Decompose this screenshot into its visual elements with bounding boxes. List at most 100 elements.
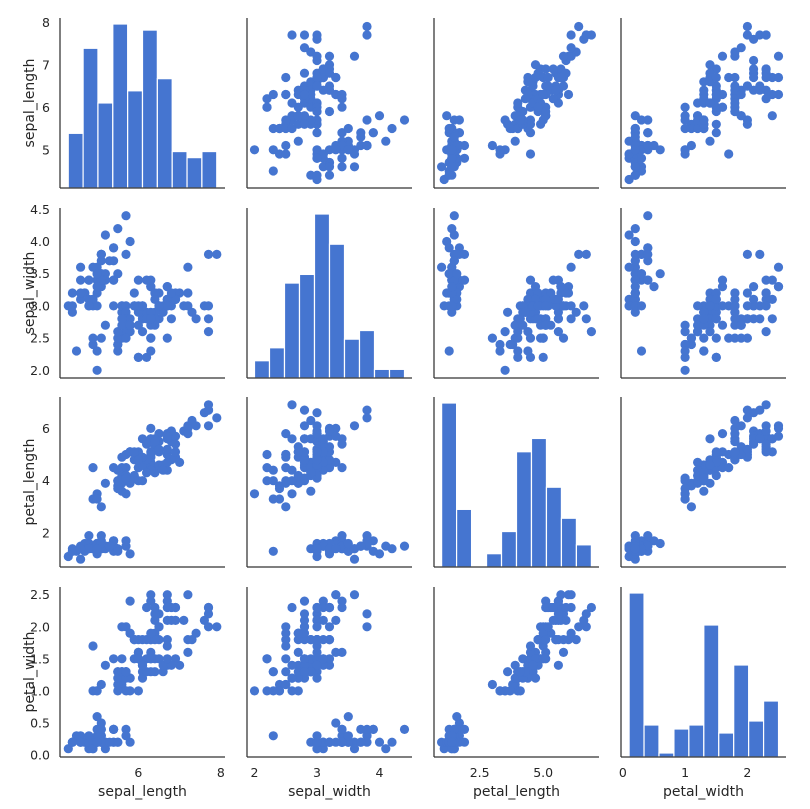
scatter-point xyxy=(121,667,131,677)
scatter-point xyxy=(773,421,784,431)
scatter-point xyxy=(100,478,110,488)
scatter-point xyxy=(742,288,753,298)
scatter-point xyxy=(643,243,653,253)
scatter-point xyxy=(268,89,278,100)
scatter-point xyxy=(755,85,765,95)
scatter-point xyxy=(548,94,558,104)
scatter-point xyxy=(680,339,690,350)
scatter-point xyxy=(84,544,94,554)
scatter-point xyxy=(162,602,172,613)
scatter-point xyxy=(624,230,634,240)
scatter-point xyxy=(67,737,77,747)
scatter-point xyxy=(444,170,454,180)
scatter-point xyxy=(331,718,341,728)
scatter-point xyxy=(711,447,721,457)
scatter-point xyxy=(183,635,193,645)
scatter-point xyxy=(203,249,214,259)
scatter-point xyxy=(312,731,322,741)
scatter-point xyxy=(736,89,746,100)
scatter-point xyxy=(680,346,690,356)
scatter-point xyxy=(399,724,410,735)
scatter-point xyxy=(150,436,160,447)
scatter-point xyxy=(183,647,193,658)
scatter-point xyxy=(281,89,291,100)
scatter-point xyxy=(337,596,347,606)
scatter-point xyxy=(92,737,102,747)
scatter-point xyxy=(444,269,454,279)
scatter-point xyxy=(331,615,341,626)
scatter-point xyxy=(730,320,740,330)
scatter-point xyxy=(447,282,457,292)
scatter-point xyxy=(558,301,569,311)
scatter-point xyxy=(525,275,536,285)
scatter-point xyxy=(749,72,759,83)
scatter-point xyxy=(299,43,310,53)
scatter-point xyxy=(761,301,771,311)
scatter-point xyxy=(655,269,665,279)
scatter-point xyxy=(96,249,106,259)
scatter-point xyxy=(773,262,784,272)
scatter-point xyxy=(680,115,690,125)
scatter-point xyxy=(571,307,581,317)
panel-sepal_length-vs-sepal_width xyxy=(246,18,412,189)
scatter-point xyxy=(287,660,297,670)
scatter-point xyxy=(680,327,690,337)
scatter-point xyxy=(574,249,584,259)
scatter-point xyxy=(96,531,106,541)
scatter-point xyxy=(571,635,581,645)
scatter-point xyxy=(459,140,470,151)
scatter-point xyxy=(349,51,360,61)
scatter-point xyxy=(162,590,172,600)
scatter-point xyxy=(767,111,777,121)
scatter-point xyxy=(92,365,102,375)
histogram-bar xyxy=(268,347,286,379)
scatter-point xyxy=(324,622,335,632)
scatter-point xyxy=(736,333,746,343)
scatter-point xyxy=(362,724,372,735)
scatter-point xyxy=(162,431,172,441)
scatter-point xyxy=(711,288,721,298)
scatter-point xyxy=(452,712,462,722)
scatter-point xyxy=(306,667,316,677)
scatter-point xyxy=(553,660,564,670)
scatter-point xyxy=(312,744,322,754)
scatter-point xyxy=(362,30,372,40)
scatter-point xyxy=(500,327,510,337)
scatter-point xyxy=(551,85,561,95)
scatter-point xyxy=(510,136,520,146)
scatter-point xyxy=(699,320,709,330)
scatter-point xyxy=(337,602,347,613)
scatter-point xyxy=(306,486,316,496)
panel-petal_length-vs-petal_width xyxy=(620,397,786,568)
scatter-point xyxy=(356,132,366,142)
scatter-point xyxy=(630,236,640,247)
scatter-point xyxy=(299,68,310,78)
scatter-point xyxy=(541,301,551,311)
scatter-point xyxy=(749,294,759,304)
x-axis-title: petal_width xyxy=(663,784,744,800)
scatter-point xyxy=(761,439,771,449)
histogram-bar xyxy=(201,150,218,189)
scatter-point xyxy=(630,307,640,317)
histogram-bar xyxy=(156,78,173,189)
scatter-point xyxy=(749,64,759,74)
scatter-point xyxy=(525,647,536,658)
panel-petal_width-vs-petal_width: 0 1 2 petal_width xyxy=(619,587,786,800)
scatter-point xyxy=(381,744,391,754)
scatter-point xyxy=(437,262,447,272)
scatter-point xyxy=(212,622,222,632)
scatter-point xyxy=(203,421,214,431)
scatter-point xyxy=(680,473,690,483)
scatter-point xyxy=(312,647,322,658)
scatter-point xyxy=(287,489,297,499)
x-tick-label: 2 xyxy=(743,765,751,780)
scatter-point xyxy=(146,654,156,664)
scatter-point xyxy=(203,301,214,311)
scatter-point xyxy=(495,145,505,155)
scatter-point xyxy=(324,170,335,180)
scatter-point xyxy=(761,72,771,83)
scatter-point xyxy=(649,282,659,292)
scatter-point xyxy=(121,301,131,311)
scatter-point xyxy=(503,307,513,317)
